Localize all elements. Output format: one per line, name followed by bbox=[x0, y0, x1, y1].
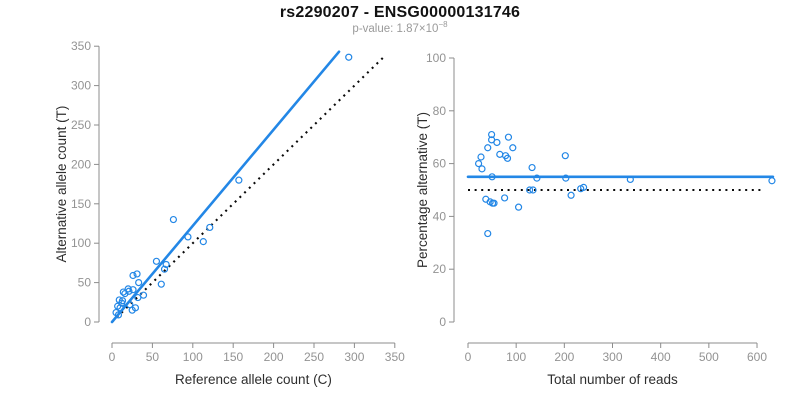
data-point bbox=[477, 153, 485, 161]
data-point bbox=[184, 233, 192, 241]
data-point bbox=[529, 186, 537, 194]
y-tick-label: 200 bbox=[71, 157, 91, 171]
x-axis-title: Total number of reads bbox=[547, 372, 678, 387]
x-tick-label: 150 bbox=[223, 350, 243, 364]
x-tick-label: 200 bbox=[264, 350, 284, 364]
data-point bbox=[119, 288, 127, 296]
data-point bbox=[514, 203, 523, 211]
data-point bbox=[478, 165, 486, 173]
data-point bbox=[131, 304, 140, 312]
y-tick-label: 60 bbox=[433, 157, 447, 171]
y-axis-title: Percentage alternative (T) bbox=[415, 112, 430, 268]
p-value-base: 10 bbox=[425, 23, 439, 35]
y-tick-label: 50 bbox=[78, 276, 92, 290]
y-tick-label: 0 bbox=[439, 315, 446, 329]
data-point bbox=[157, 280, 165, 288]
data-point bbox=[206, 223, 214, 232]
x-tick-label: 50 bbox=[146, 350, 160, 364]
y-tick-label: 0 bbox=[84, 315, 91, 329]
y-tick-label: 350 bbox=[71, 39, 91, 53]
data-point bbox=[509, 144, 517, 152]
data-point bbox=[493, 138, 501, 147]
x-tick-label: 300 bbox=[344, 350, 364, 364]
data-point bbox=[133, 270, 141, 278]
data-point bbox=[501, 194, 509, 202]
x-tick-label: 100 bbox=[506, 350, 526, 364]
data-point bbox=[129, 271, 137, 280]
x-tick-label: 0 bbox=[109, 350, 116, 364]
multiply-sign: × bbox=[418, 23, 426, 35]
y-tick-label: 20 bbox=[433, 262, 447, 276]
x-tick-label: 500 bbox=[699, 350, 719, 364]
data-point bbox=[235, 176, 243, 184]
data-point bbox=[162, 260, 170, 269]
fit-line bbox=[110, 50, 341, 324]
y-tick-label: 40 bbox=[433, 209, 447, 223]
data-point bbox=[488, 130, 496, 139]
data-point bbox=[169, 215, 178, 224]
data-point bbox=[134, 293, 142, 302]
data-point bbox=[567, 191, 575, 199]
left-panel: 0 50 100 150 200 250 300 350 0 50 100 150 200 250 300 3… bbox=[54, 39, 405, 387]
y-tick-label: 80 bbox=[433, 104, 447, 118]
x-tick-label: 400 bbox=[651, 350, 671, 364]
y-tick-label: 100 bbox=[426, 51, 446, 65]
x-tick-label: 300 bbox=[602, 350, 622, 364]
page-title: rs2290207 - ENSG00000131746 bbox=[279, 4, 521, 21]
y-axis-title: Alternative allele count (T) bbox=[54, 106, 69, 263]
data-point bbox=[528, 163, 536, 172]
data-point bbox=[199, 238, 207, 246]
x-tick-label: 0 bbox=[465, 350, 472, 364]
data-point bbox=[135, 279, 143, 287]
x-axis-title: Reference allele count (C) bbox=[175, 372, 332, 387]
p-value-subtitle: p-value: 1.87×10−8 bbox=[0, 20, 800, 35]
data-point bbox=[496, 150, 504, 158]
x-tick-label: 200 bbox=[554, 350, 574, 364]
data-point bbox=[474, 160, 483, 168]
dotted-reference-line bbox=[111, 55, 386, 323]
data-point bbox=[490, 199, 498, 207]
x-tick-label: 100 bbox=[183, 350, 203, 364]
data-point bbox=[116, 304, 124, 312]
data-point bbox=[152, 257, 161, 265]
x-tick-label: 350 bbox=[385, 350, 405, 364]
data-point bbox=[768, 177, 776, 185]
data-point bbox=[503, 154, 512, 162]
data-point bbox=[526, 186, 534, 194]
x-tick-label: 600 bbox=[747, 350, 767, 364]
y-tick-label: 100 bbox=[71, 236, 91, 250]
data-point bbox=[345, 53, 353, 61]
data-point bbox=[562, 174, 570, 182]
p-value-label: p-value: bbox=[352, 23, 397, 35]
data-point bbox=[484, 144, 492, 152]
right-panel: 0 20 40 60 80 100 0 100 200 300 400 500 600 Total num… bbox=[415, 51, 776, 387]
data-point bbox=[160, 265, 169, 273]
data-point bbox=[561, 152, 569, 160]
data-point bbox=[124, 285, 132, 293]
p-value-mantissa: 1.87 bbox=[396, 23, 419, 35]
y-tick-label: 300 bbox=[71, 79, 91, 93]
data-point bbox=[114, 311, 123, 319]
data-point bbox=[129, 286, 137, 294]
data-point bbox=[484, 229, 492, 238]
data-point bbox=[504, 133, 513, 141]
data-point bbox=[626, 175, 634, 184]
x-tick-label: 250 bbox=[304, 350, 324, 364]
y-tick-label: 150 bbox=[71, 197, 91, 211]
p-value-exponent: −8 bbox=[438, 20, 448, 30]
data-point bbox=[580, 183, 588, 191]
data-point bbox=[121, 290, 129, 298]
y-tick-label: 250 bbox=[71, 118, 91, 132]
data-point bbox=[533, 174, 541, 182]
data-point bbox=[488, 173, 496, 181]
